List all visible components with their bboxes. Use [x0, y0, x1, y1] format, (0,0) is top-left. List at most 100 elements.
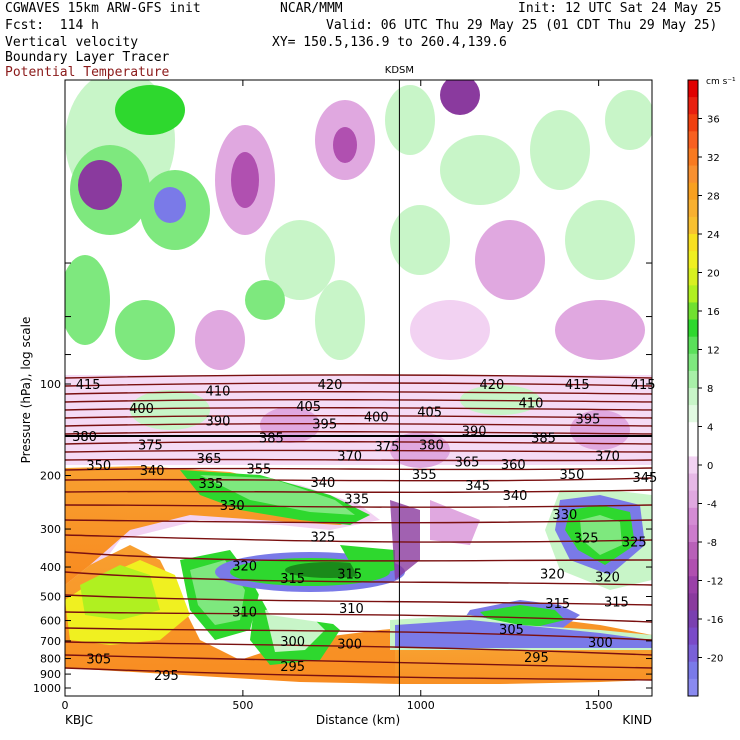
- colorbar-label-8: 8: [707, 384, 713, 395]
- kdsm-marker-label: KDSM: [385, 65, 414, 76]
- colorbar-swatch: [688, 234, 698, 252]
- colorbar-swatch: [688, 251, 698, 269]
- theta-label-295: 295: [280, 660, 305, 675]
- theta-label-370: 370: [337, 450, 362, 465]
- y-tick-label-900: 900: [40, 668, 61, 681]
- colorbar-swatch: [688, 576, 698, 594]
- theta-label-365: 365: [197, 452, 222, 467]
- y-tick-label-600: 600: [40, 615, 61, 628]
- theta-label-300: 300: [280, 635, 305, 650]
- header-line-forecast: Fcst: 114 h: [5, 18, 99, 33]
- theta-label-350: 350: [86, 459, 111, 474]
- theta-label-355: 355: [246, 463, 271, 478]
- colorbar-label-20: 20: [707, 269, 720, 280]
- theta-label-315: 315: [545, 597, 570, 612]
- theta-label-330: 330: [552, 508, 577, 523]
- legend-vertical-velocity: Vertical velocity: [5, 35, 139, 50]
- theta-label-315: 315: [280, 572, 305, 587]
- theta-label-420: 420: [318, 378, 343, 393]
- header-valid-time: Valid: 06 UTC Thu 29 May 25 (01 CDT Thu …: [326, 18, 718, 33]
- colorbar-swatch: [688, 148, 698, 167]
- theta-label-305: 305: [86, 653, 111, 668]
- x-tick-label-0: 0: [62, 699, 69, 712]
- y-tick-label-800: 800: [40, 653, 61, 666]
- colorbar-swatch: [688, 319, 698, 338]
- colorbar-label-4: 4: [707, 423, 713, 434]
- colorbar-swatch: [688, 182, 698, 201]
- theta-label-315: 315: [604, 596, 629, 611]
- theta-label-320: 320: [595, 571, 620, 586]
- colorbar-label-12: 12: [707, 346, 720, 357]
- colorbar-label--4: -4: [707, 500, 717, 511]
- header-cross-section-coords: XY= 150.5,136.9 to 260.4,139.6: [272, 35, 507, 50]
- colorbar-label--8: -8: [707, 538, 717, 549]
- theta-label-380: 380: [419, 438, 444, 453]
- colorbar-swatch: [688, 627, 698, 646]
- colorbar-swatch: [688, 268, 698, 286]
- theta-label-370: 370: [595, 450, 620, 465]
- colorbar-unit: cm s⁻¹: [706, 77, 736, 87]
- colorbar-swatch: [688, 593, 698, 611]
- colorbar-swatch: [688, 370, 698, 389]
- theta-label-410: 410: [206, 384, 231, 399]
- theta-label-375: 375: [138, 438, 163, 453]
- legend-boundary-layer-tracer: Boundary Layer Tracer: [5, 50, 170, 65]
- theta-label-365: 365: [455, 456, 480, 471]
- theta-label-355: 355: [412, 468, 437, 483]
- theta-label-385: 385: [531, 432, 556, 447]
- theta-label-415: 415: [76, 378, 101, 393]
- colorbar-swatch: [688, 405, 698, 423]
- theta-label-310: 310: [339, 602, 364, 617]
- x-endpoint-left: KBJC: [65, 713, 93, 727]
- theta-label-300: 300: [588, 636, 613, 651]
- colorbar-swatch: [688, 336, 698, 355]
- colorbar-label--12: -12: [707, 577, 723, 588]
- colorbar-label-32: 32: [707, 153, 720, 164]
- colorbar-swatch: [688, 439, 698, 457]
- colorbar-swatch: [688, 524, 698, 543]
- colorbar-label-16: 16: [707, 307, 720, 318]
- colorbar-swatch: [688, 456, 698, 475]
- colorbar-label-24: 24: [707, 230, 720, 241]
- theta-label-320: 320: [232, 559, 257, 574]
- theta-label-340: 340: [503, 489, 528, 504]
- colorbar-swatch: [688, 661, 698, 680]
- header-line-model: CGWAVES 15km ARW-GFS init: [5, 1, 201, 16]
- theta-label-385: 385: [259, 432, 284, 447]
- colorbar-swatch: [688, 542, 698, 560]
- y-tick-label-700: 700: [40, 635, 61, 648]
- theta-label-400: 400: [129, 402, 154, 417]
- colorbar-swatch: [688, 165, 698, 184]
- colorbar-swatch: [688, 388, 698, 406]
- colorbar-swatch: [688, 678, 698, 697]
- theta-label-350: 350: [560, 468, 585, 483]
- theta-label-310: 310: [232, 605, 257, 620]
- colorbar-swatch: [688, 285, 698, 303]
- plot-frame: [64, 79, 653, 697]
- x-tick-label-1000: 1000: [407, 699, 435, 712]
- theta-label-400: 400: [364, 411, 389, 426]
- theta-label-305: 305: [499, 623, 524, 638]
- colorbar-swatch: [688, 644, 698, 663]
- theta-label-325: 325: [311, 531, 336, 546]
- colorbar-swatch: [688, 507, 698, 526]
- theta-label-420: 420: [479, 378, 504, 393]
- colorbar-swatch: [688, 610, 698, 629]
- colorbar-swatch: [688, 131, 698, 149]
- header-agency: NCAR/MMM: [280, 1, 343, 16]
- colorbar-label-0: 0: [707, 461, 713, 472]
- x-tick-label-1500: 1500: [585, 699, 613, 712]
- colorbar-swatch: [688, 216, 698, 235]
- theta-label-405: 405: [296, 400, 321, 415]
- theta-label-405: 405: [417, 405, 442, 420]
- colorbar-swatch: [688, 97, 698, 115]
- y-tick-label-100: 100: [40, 378, 61, 391]
- theta-label-395: 395: [312, 418, 337, 433]
- header-init-time: Init: 12 UTC Sat 24 May 25: [518, 1, 722, 16]
- y-tick-label-200: 200: [40, 470, 61, 483]
- colorbar-swatch: [688, 199, 698, 218]
- colorbar: 36 32 28 24 20 16 12 8 4 0 -4 -8 -12 -16 -20: [687, 79, 723, 697]
- y-tick-label-400: 400: [40, 561, 61, 574]
- theta-labels: 415 410 420 420 415 415 400 405 410 390 395 400 405 3…: [72, 378, 657, 684]
